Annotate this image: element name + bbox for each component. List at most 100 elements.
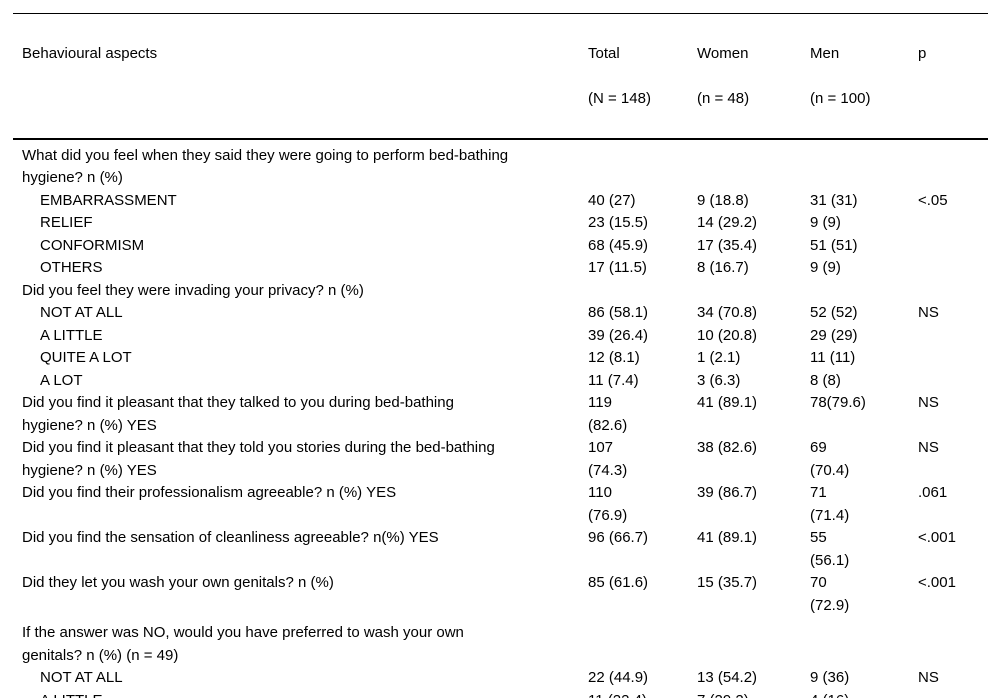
cell-men: 9 (36): [810, 669, 850, 686]
cell-men: 4 (16): [810, 690, 918, 698]
cell-total: 110 (76.9): [588, 484, 628, 524]
column-sublabel: (N = 148): [588, 89, 651, 107]
table-row-option: EMBARRASSMENT 40 (27) 9 (18.8) 31 (31) <.05: [22, 190, 988, 213]
cell-women: 38 (82.6): [697, 439, 758, 456]
cell-women: 1 (2.1): [697, 349, 741, 366]
cell-men: 51 (51): [810, 236, 858, 254]
cell-women: 9 (18.8): [697, 191, 749, 209]
table-row-question: If the answer was NO, would you have pre…: [22, 622, 988, 667]
cell-total: 86 (58.1): [588, 304, 649, 321]
table-row-option: A LOT 11 (7.4) 3 (6.3) 8 (8): [22, 370, 988, 393]
cell-men: 78(79.6): [810, 394, 866, 411]
table-row-question: Did you find it pleasant that they talke…: [22, 392, 988, 437]
table-row-question: Did you find their professionalism agree…: [22, 482, 988, 527]
cell-total: [588, 145, 697, 190]
column-sublabel: [22, 88, 588, 109]
table-header: Behavioural aspects Total (N = 148) Wome…: [13, 14, 988, 140]
row-label: A LITTLE: [40, 326, 103, 344]
table-row-option: A LITTLE 39 (26.4) 10 (20.8) 29 (29): [22, 325, 988, 348]
column-label: p: [918, 44, 927, 62]
cell-p: [918, 145, 988, 190]
cell-men: [810, 280, 918, 303]
cell-men: [810, 145, 918, 190]
cell-women: [697, 622, 810, 667]
row-label: EMBARRASSMENT: [40, 191, 177, 209]
table-row-option: CONFORMISM 68 (45.9) 17 (35.4) 51 (51): [22, 235, 988, 258]
cell-women: 41 (89.1): [697, 394, 758, 411]
table-row-option: NOT AT ALL 86 (58.1) 34 (70.8) 52 (52) NS: [22, 302, 988, 325]
cell-total: [588, 622, 697, 667]
cell-women: 13 (54.2): [697, 669, 758, 686]
cell-p: [918, 280, 988, 303]
cell-total: 85 (61.6): [588, 574, 649, 591]
table-row-option: RELIEF 23 (15.5) 14 (29.2) 9 (9): [22, 212, 988, 235]
table-row-option: OTHERS 17 (11.5) 8 (16.7) 9 (9): [22, 257, 988, 280]
cell-total: 119 (82.6): [588, 394, 628, 434]
cell-total: [588, 280, 697, 303]
row-label: A LOT: [40, 371, 83, 389]
column-label: Total: [588, 44, 620, 62]
cell-men: 31 (31): [810, 191, 858, 209]
cell-women: 7 (29.2): [697, 690, 810, 698]
cell-men: 52 (52): [810, 304, 858, 321]
cell-p: .061: [918, 484, 948, 501]
column-label: Men: [810, 44, 840, 62]
table-row-option: A LITTLE11 (22.4)7 (29.2)4 (16): [22, 690, 988, 698]
column-header-behavioural-aspects: Behavioural aspects: [22, 20, 588, 133]
cell-women: 41 (89.1): [697, 529, 758, 546]
row-label: QUITE A LOT: [40, 349, 132, 366]
cell-men: 9 (9): [810, 259, 841, 276]
row-label: NOT AT ALL: [40, 304, 123, 321]
cell-total: 68 (45.9): [588, 236, 649, 254]
column-label: Behavioural aspects: [22, 44, 158, 62]
behavioural-aspects-table: Behavioural aspects Total (N = 148) Wome…: [13, 13, 988, 698]
cell-total: 96 (66.7): [588, 529, 649, 546]
cell-women: 10 (20.8): [697, 326, 758, 344]
row-label: What did you feel when they said they we…: [22, 146, 509, 187]
cell-men: 8 (8): [810, 371, 841, 389]
row-label: Did you find their professionalism agree…: [22, 484, 397, 501]
cell-men: 29 (29): [810, 326, 858, 344]
cell-women: 3 (6.3): [697, 371, 741, 389]
row-label: A LITTLE: [22, 690, 588, 698]
column-header-women: Women (n = 48): [697, 20, 810, 133]
table-row-option: NOT AT ALL 22 (44.9) 13 (54.2) 9 (36) NS: [22, 667, 988, 690]
table-row-option: QUITE A LOT 12 (8.1) 1 (2.1) 11 (11): [22, 347, 988, 370]
row-label: RELIEF: [40, 214, 93, 231]
cell-men: 9 (9): [810, 214, 841, 231]
cell-men: 71 (71.4): [810, 484, 850, 524]
cell-men: 69 (70.4): [810, 439, 850, 479]
cell-p: [918, 212, 988, 235]
row-label: Did you find the sensation of cleanlines…: [22, 529, 439, 546]
cell-p: [918, 347, 988, 370]
cell-total: 39 (26.4): [588, 326, 649, 344]
row-label: Did you feel they were invading your pri…: [22, 281, 364, 299]
column-label: Women: [697, 44, 749, 62]
column-sublabel: (n = 48): [697, 89, 750, 107]
row-label: If the answer was NO, would you have pre…: [22, 624, 464, 664]
cell-p: <.001: [918, 529, 956, 546]
cell-women: 14 (29.2): [697, 214, 758, 231]
cell-p: <.001: [918, 574, 956, 591]
cell-total: 11 (7.4): [588, 371, 639, 389]
cell-p: [918, 257, 988, 280]
row-label: OTHERS: [40, 259, 103, 276]
table-body: What did you feel when they said they we…: [13, 140, 988, 698]
column-header-p: p: [918, 20, 988, 133]
cell-p: [918, 325, 988, 348]
table-row-question: Did you find it pleasant that they told …: [22, 437, 988, 482]
column-header-men: Men (n = 100): [810, 20, 918, 133]
cell-p: NS: [918, 304, 939, 321]
column-sublabel: [918, 88, 988, 109]
cell-women: 17 (35.4): [697, 236, 758, 254]
cell-p: NS: [918, 439, 939, 456]
cell-women: [697, 280, 810, 303]
cell-p: NS: [918, 669, 939, 686]
column-header-total: Total (N = 148): [588, 20, 697, 133]
cell-men: 55 (56.1): [810, 529, 850, 569]
cell-women: [697, 145, 810, 190]
cell-women: 34 (70.8): [697, 304, 758, 321]
cell-p: <.05: [918, 191, 948, 209]
cell-total: 23 (15.5): [588, 214, 649, 231]
